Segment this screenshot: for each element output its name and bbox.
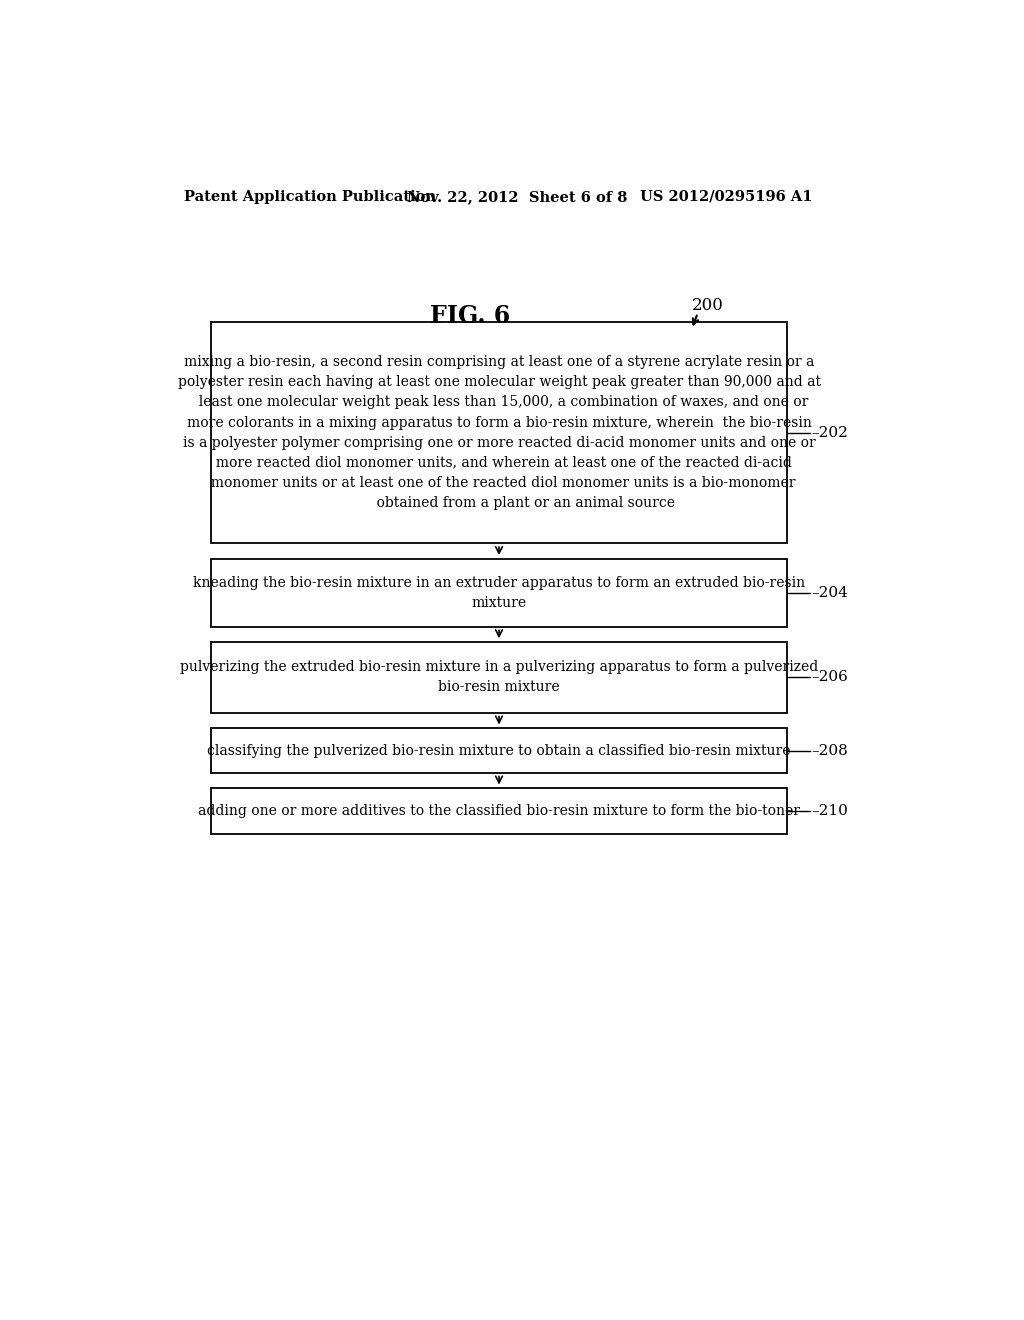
Text: FIG. 6: FIG. 6 [430, 304, 510, 327]
Text: US 2012/0295196 A1: US 2012/0295196 A1 [640, 190, 812, 203]
Text: pulverizing the extruded bio-resin mixture in a pulverizing apparatus to form a : pulverizing the extruded bio-resin mixtu… [180, 660, 818, 675]
Text: mixture: mixture [471, 595, 526, 610]
Text: kneading the bio-resin mixture in an extruder apparatus to form an extruded bio-: kneading the bio-resin mixture in an ext… [193, 576, 805, 590]
Bar [211, 729, 786, 774]
Text: 200: 200 [691, 297, 723, 314]
Bar [211, 788, 786, 834]
Text: mixing a bio-resin, a second resin comprising at least one of a styrene acrylate: mixing a bio-resin, a second resin compr… [184, 355, 814, 370]
Text: polyester resin each having at least one molecular weight peak greater than 90,0: polyester resin each having at least one… [177, 375, 820, 389]
Text: Nov. 22, 2012  Sheet 6 of 8: Nov. 22, 2012 Sheet 6 of 8 [407, 190, 628, 203]
Text: –208: –208 [812, 743, 849, 758]
Text: obtained from a plant or an animal source: obtained from a plant or an animal sourc… [324, 495, 675, 510]
Text: more reacted diol monomer units, and wherein at least one of the reacted di-acid: more reacted diol monomer units, and whe… [207, 455, 792, 470]
Text: least one molecular weight peak less than 15,000, a combination of waxes, and on: least one molecular weight peak less tha… [189, 396, 808, 409]
Text: bio-resin mixture: bio-resin mixture [438, 680, 560, 694]
Bar [211, 558, 786, 627]
Text: more colorants in a mixing apparatus to form a bio-resin mixture, wherein  the b: more colorants in a mixing apparatus to … [186, 416, 811, 429]
Text: Patent Application Publication: Patent Application Publication [183, 190, 436, 203]
Bar [211, 322, 786, 544]
Text: –204: –204 [812, 586, 849, 599]
Text: –202: –202 [812, 425, 849, 440]
Text: –210: –210 [812, 804, 849, 818]
Text: adding one or more additives to the classified bio-resin mixture to form the bio: adding one or more additives to the clas… [198, 804, 800, 818]
Bar [211, 642, 786, 713]
Text: classifying the pulverized bio-resin mixture to obtain a classified bio-resin mi: classifying the pulverized bio-resin mix… [207, 743, 791, 758]
Text: monomer units or at least one of the reacted diol monomer units is a bio-monomer: monomer units or at least one of the rea… [203, 475, 796, 490]
Text: –206: –206 [812, 671, 849, 684]
Text: is a polyester polymer comprising one or more reacted di-acid monomer units and : is a polyester polymer comprising one or… [182, 436, 815, 450]
